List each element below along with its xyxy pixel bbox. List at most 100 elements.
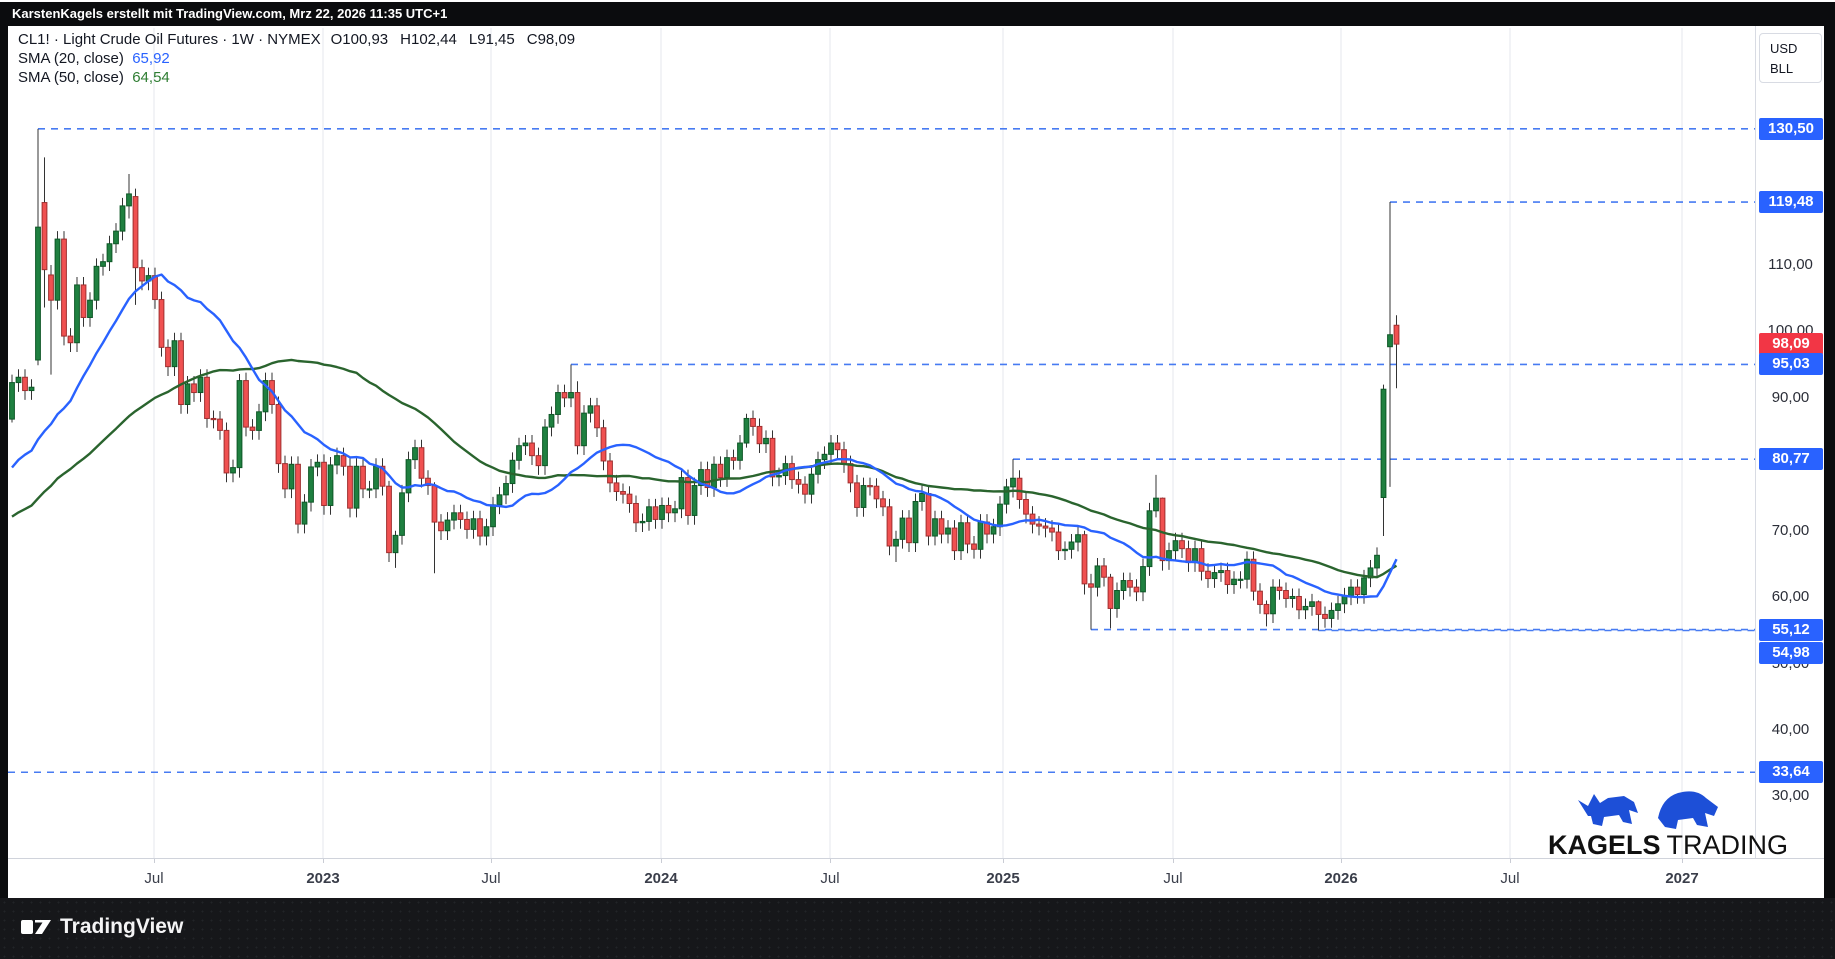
candle <box>568 364 574 408</box>
candle <box>1075 526 1081 552</box>
candle <box>321 454 327 515</box>
unit-quantity: BLL <box>1770 61 1794 76</box>
legend-symbol-row[interactable]: CL1! · Light Crude Oil Futures · 1W · NY… <box>18 30 587 49</box>
candle <box>561 384 568 408</box>
top-white-strip <box>0 0 1835 2</box>
candle <box>392 530 399 568</box>
candle <box>1081 530 1088 595</box>
candle <box>1302 598 1309 620</box>
sma50-label: SMA (50, close) <box>18 69 124 86</box>
close-value: C98,09 <box>526 31 576 48</box>
candle <box>1094 557 1101 597</box>
time-axis-label: Jul <box>820 870 840 887</box>
candle <box>1387 202 1393 487</box>
candle <box>113 223 119 254</box>
candle <box>1055 524 1062 560</box>
time-axis-tick <box>1003 859 1004 863</box>
time-axis-label: Jul <box>481 870 501 887</box>
candle <box>704 461 711 497</box>
candle <box>230 459 236 483</box>
candle <box>685 469 691 525</box>
candle <box>87 292 93 327</box>
price-axis[interactable]: USD BLL 110,00100,0090,0070,0060,0050,00… <box>1755 26 1824 858</box>
candle <box>646 498 652 531</box>
candle <box>158 291 165 357</box>
candle <box>938 510 945 544</box>
candle <box>880 490 886 517</box>
candle <box>496 486 503 515</box>
candle <box>418 439 425 488</box>
candle <box>74 276 80 353</box>
candle <box>249 419 256 440</box>
price-tick-label: 30,00 <box>1771 787 1810 805</box>
candle <box>1023 491 1029 524</box>
candle <box>730 449 737 470</box>
candle <box>210 410 217 429</box>
candle <box>28 379 35 400</box>
candle <box>997 496 1003 537</box>
candle <box>620 483 626 504</box>
legend-sma20-row[interactable]: SMA (20, close) 65,92 <box>18 49 587 68</box>
sma20-line <box>11 273 1398 599</box>
candle <box>659 497 665 529</box>
open-value: O100,93 <box>330 31 389 48</box>
candle <box>1211 564 1218 588</box>
time-axis-label: 2024 <box>644 870 678 887</box>
candle <box>945 520 951 544</box>
candle <box>841 441 847 473</box>
candle <box>600 419 607 471</box>
unit-badge: USD BLL <box>1759 33 1822 83</box>
candle <box>54 231 61 310</box>
time-axis-label: Jul <box>144 870 164 887</box>
candle <box>9 374 15 423</box>
candle <box>763 430 769 453</box>
candle <box>217 411 223 440</box>
price-level-badge: 119,48 <box>1759 191 1823 214</box>
candle <box>1296 588 1302 620</box>
candle <box>438 514 444 541</box>
candle <box>1140 558 1146 602</box>
legend-sma50-row[interactable]: SMA (50, close) 64,54 <box>18 68 587 87</box>
last-price-badge: 98,09 <box>1759 333 1823 356</box>
candle <box>1088 573 1094 630</box>
sma50-value: 64,54 <box>132 69 170 86</box>
candle <box>178 332 184 414</box>
candle <box>522 435 529 455</box>
candle <box>191 375 197 402</box>
candle <box>867 477 873 496</box>
candle <box>35 128 41 366</box>
candle <box>464 511 470 539</box>
candle <box>126 173 132 219</box>
candle <box>815 451 821 484</box>
sma50-line <box>11 358 1398 579</box>
candle <box>633 495 639 533</box>
candle <box>1153 474 1159 518</box>
candle <box>1289 588 1296 608</box>
candle <box>262 372 269 422</box>
candle <box>548 406 555 437</box>
tradingview-logo[interactable]: TradingView <box>20 912 183 942</box>
candle <box>1062 541 1068 560</box>
candle <box>282 455 288 499</box>
candle <box>1114 582 1120 618</box>
candle <box>93 258 100 310</box>
tradingview-wordmark: TradingView <box>60 915 184 938</box>
candle <box>990 518 997 544</box>
time-axis[interactable]: Jul 2023 Jul 2024 Jul 2025 Jul 2026 Jul 2027 <box>8 858 1824 898</box>
candle <box>613 474 620 501</box>
time-axis-tick <box>491 859 492 863</box>
candle <box>405 451 412 503</box>
candle <box>152 267 158 309</box>
candle <box>574 381 581 455</box>
candle <box>795 471 802 494</box>
candle <box>353 458 360 518</box>
candle <box>444 512 451 541</box>
candle <box>607 452 613 493</box>
candle <box>503 475 509 505</box>
candle <box>711 456 717 497</box>
chart-canvas[interactable] <box>8 26 1755 858</box>
candle <box>581 405 587 455</box>
attribution-bar: KarstenKagels erstellt mit TradingView.c… <box>0 2 1835 26</box>
candle <box>1146 502 1153 576</box>
